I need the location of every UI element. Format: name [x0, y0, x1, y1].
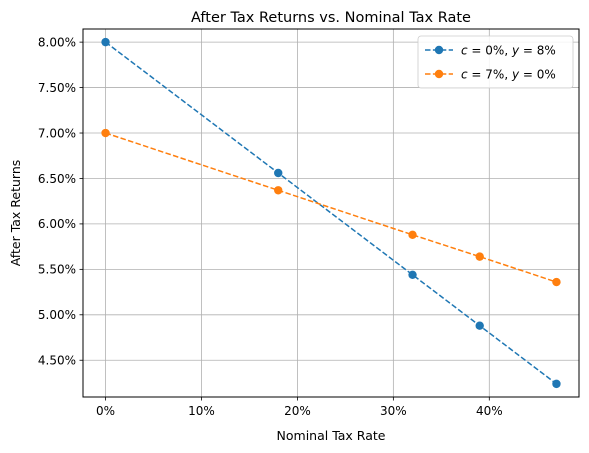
series-line	[105, 132, 557, 283]
legend-item-2: c = 7%, y = 0%	[425, 67, 556, 81]
series-layer	[101, 37, 561, 389]
legend-label: c = 7%, y = 0%	[461, 67, 556, 81]
x-tick-label: 0%	[96, 404, 115, 418]
x-tick-label: 20%	[284, 404, 311, 418]
x-axis-label: Nominal Tax Rate	[277, 428, 386, 443]
data-point	[274, 168, 283, 178]
legend-label-part: = 8%	[519, 43, 556, 57]
y-tick-label: 6.50%	[38, 172, 76, 186]
data-point	[475, 321, 484, 330]
legend-marker	[434, 69, 444, 79]
legend-label-part: y	[511, 43, 520, 57]
data-point	[552, 379, 561, 389]
legend-label-part: = 0%,	[468, 43, 512, 57]
legend-label-part: c	[461, 43, 468, 57]
x-tick-label: 10%	[188, 404, 215, 418]
legend: c = 0%, y = 8%c = 7%, y = 0%	[417, 35, 574, 89]
data-point	[552, 277, 561, 287]
y-tick-label: 8.00%	[38, 35, 76, 49]
y-tick-label: 6.00%	[38, 217, 76, 231]
data-point	[101, 37, 110, 47]
series-2	[101, 128, 561, 287]
x-axis: 0% 10% 20% 30% 40%	[96, 397, 503, 418]
legend-label-part: = 7%,	[468, 67, 512, 81]
y-tick-label: 7.00%	[38, 126, 76, 140]
data-point	[408, 270, 417, 280]
y-tick-label: 5.50%	[38, 263, 76, 277]
x-tick-label: 30%	[380, 404, 407, 418]
legend-item-1: c = 0%, y = 8%	[425, 43, 556, 57]
data-point	[475, 252, 484, 261]
y-axis: 4.50% 5.00% 5.50% 6.00% 6.50% 7.00% 7.50% 8.00%	[38, 35, 83, 368]
legend-label-part: c	[461, 67, 468, 81]
y-tick-label: 5.00%	[38, 308, 76, 322]
series-1	[101, 37, 561, 389]
y-tick-label: 4.50%	[38, 354, 76, 368]
data-point	[274, 186, 283, 195]
data-point	[408, 230, 417, 240]
data-point	[101, 128, 110, 138]
x-tick-label: 40%	[476, 404, 503, 418]
legend-marker	[434, 45, 444, 55]
y-tick-label: 7.50%	[38, 81, 76, 95]
chart-title: After Tax Returns vs. Nominal Tax Rate	[191, 10, 471, 26]
plot-frame	[82, 28, 580, 398]
series-line	[105, 41, 557, 385]
legend-label: c = 0%, y = 8%	[461, 43, 556, 57]
legend-box	[417, 35, 574, 89]
legend-label-part: y	[511, 67, 520, 81]
legend-label-part: = 0%	[519, 67, 556, 81]
y-axis-label: After Tax Returns	[8, 160, 23, 267]
